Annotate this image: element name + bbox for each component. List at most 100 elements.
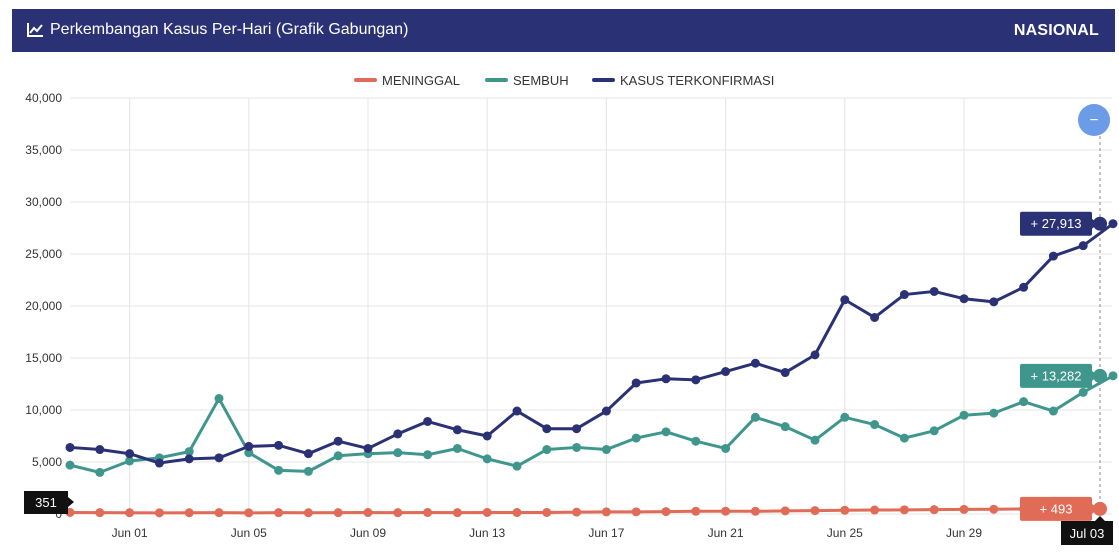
data-point[interactable] xyxy=(572,424,582,434)
data-point[interactable] xyxy=(1108,371,1118,381)
data-point[interactable] xyxy=(750,506,760,516)
data-point[interactable] xyxy=(929,286,939,296)
data-point[interactable] xyxy=(214,453,224,463)
data-point[interactable] xyxy=(423,450,433,460)
data-point[interactable] xyxy=(989,297,999,307)
data-point[interactable] xyxy=(661,427,671,437)
data-point[interactable] xyxy=(303,466,313,476)
data-point[interactable] xyxy=(959,504,969,514)
data-point[interactable] xyxy=(184,447,194,457)
data-point[interactable] xyxy=(393,429,403,439)
data-point[interactable] xyxy=(572,442,582,452)
data-point[interactable] xyxy=(780,368,790,378)
data-point[interactable] xyxy=(393,508,403,518)
data-point[interactable] xyxy=(333,451,343,461)
data-point[interactable] xyxy=(512,508,522,518)
data-point[interactable] xyxy=(691,375,701,385)
data-point[interactable] xyxy=(125,456,135,466)
data-point[interactable] xyxy=(1019,282,1029,292)
data-point[interactable] xyxy=(452,425,462,435)
data-point[interactable] xyxy=(512,461,522,471)
data-point[interactable] xyxy=(780,422,790,432)
data-point[interactable] xyxy=(452,443,462,453)
data-point[interactable] xyxy=(423,416,433,426)
data-point[interactable] xyxy=(303,508,313,518)
data-point[interactable] xyxy=(244,441,254,451)
data-point[interactable] xyxy=(274,440,284,450)
data-point[interactable] xyxy=(333,508,343,518)
data-point[interactable] xyxy=(244,508,254,518)
data-point[interactable] xyxy=(542,424,552,434)
data-point[interactable] xyxy=(184,454,194,464)
data-point[interactable] xyxy=(631,507,641,517)
data-point[interactable] xyxy=(810,435,820,445)
data-point[interactable] xyxy=(661,374,671,384)
data-point[interactable] xyxy=(989,408,999,418)
data-point[interactable] xyxy=(1048,406,1058,416)
data-point[interactable] xyxy=(95,445,105,455)
data-point[interactable] xyxy=(154,458,164,468)
data-point[interactable] xyxy=(363,443,373,453)
data-point[interactable] xyxy=(482,431,492,441)
data-point[interactable] xyxy=(452,508,462,518)
legend-item-sembuh[interactable]: SEMBUH xyxy=(485,73,569,88)
data-point[interactable] xyxy=(1048,251,1058,261)
data-point[interactable] xyxy=(810,350,820,360)
data-point[interactable] xyxy=(989,504,999,514)
data-point[interactable] xyxy=(750,412,760,422)
data-point[interactable] xyxy=(631,378,641,388)
data-point[interactable] xyxy=(572,507,582,517)
data-point[interactable] xyxy=(1078,241,1088,251)
data-point[interactable] xyxy=(929,505,939,515)
data-point[interactable] xyxy=(125,449,135,459)
data-point[interactable] xyxy=(423,508,433,518)
data-point[interactable] xyxy=(482,454,492,464)
data-point[interactable] xyxy=(691,436,701,446)
data-point[interactable] xyxy=(542,507,552,517)
legend-item-meninggal[interactable]: MENINGGAL xyxy=(354,73,460,88)
data-point[interactable] xyxy=(184,508,194,518)
data-point[interactable] xyxy=(870,312,880,322)
data-point[interactable] xyxy=(840,505,850,515)
data-point[interactable] xyxy=(542,445,552,455)
data-point[interactable] xyxy=(214,394,224,404)
data-point[interactable] xyxy=(303,449,313,459)
data-point[interactable] xyxy=(661,507,671,517)
data-point[interactable] xyxy=(125,508,135,518)
data-point[interactable] xyxy=(214,508,224,518)
data-point[interactable] xyxy=(899,433,909,443)
data-point[interactable] xyxy=(154,508,164,518)
data-point[interactable] xyxy=(780,506,790,516)
data-point[interactable] xyxy=(601,445,611,455)
data-point[interactable] xyxy=(899,505,909,515)
data-point[interactable] xyxy=(95,467,105,477)
data-point[interactable] xyxy=(482,507,492,517)
data-point[interactable] xyxy=(840,412,850,422)
data-point[interactable] xyxy=(95,508,105,518)
data-point[interactable] xyxy=(721,443,731,453)
data-point[interactable] xyxy=(393,448,403,458)
data-point[interactable] xyxy=(959,410,969,420)
data-point[interactable] xyxy=(959,294,969,304)
data-point[interactable] xyxy=(601,406,611,416)
data-point[interactable] xyxy=(274,465,284,475)
data-point[interactable] xyxy=(750,358,760,368)
zoom-out-button[interactable]: − xyxy=(1078,104,1110,136)
data-point[interactable] xyxy=(721,506,731,516)
data-point[interactable] xyxy=(810,506,820,516)
data-point[interactable] xyxy=(929,426,939,436)
data-point[interactable] xyxy=(65,442,75,452)
data-point[interactable] xyxy=(1108,219,1118,229)
data-point[interactable] xyxy=(333,436,343,446)
data-point[interactable] xyxy=(65,460,75,470)
data-point[interactable] xyxy=(363,508,373,518)
data-point[interactable] xyxy=(899,290,909,300)
data-point[interactable] xyxy=(870,505,880,515)
data-point[interactable] xyxy=(1019,397,1029,407)
data-point[interactable] xyxy=(721,367,731,377)
data-point[interactable] xyxy=(870,420,880,430)
legend-item-kasus-terkonfirmasi[interactable]: KASUS TERKONFIRMASI xyxy=(592,73,774,88)
data-point[interactable] xyxy=(691,506,701,516)
data-point[interactable] xyxy=(840,295,850,305)
data-point[interactable] xyxy=(1078,387,1088,397)
